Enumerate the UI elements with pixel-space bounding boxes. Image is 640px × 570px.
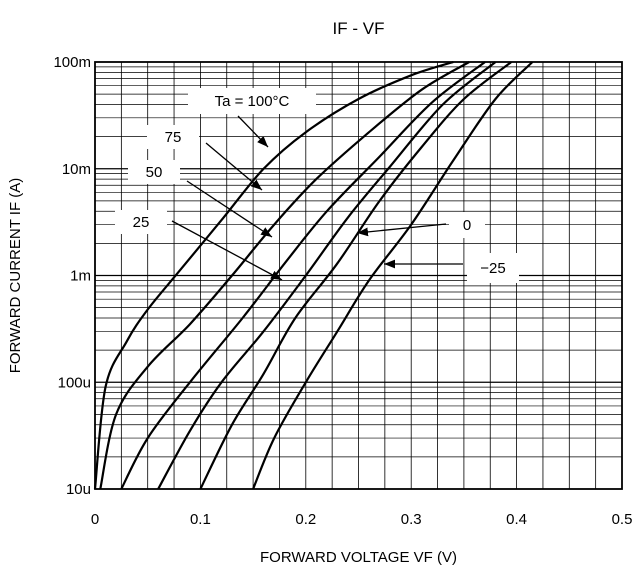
annotation-box bbox=[188, 88, 316, 114]
y-tick-label: 10u bbox=[66, 481, 91, 498]
x-tick-label: 0.3 bbox=[401, 511, 422, 528]
annotation-label: Ta = 100°C bbox=[215, 93, 290, 110]
annotation-box bbox=[449, 212, 485, 238]
x-tick-label: 0.2 bbox=[295, 511, 316, 528]
plot-frame bbox=[94, 61, 623, 490]
annotation-box bbox=[115, 210, 167, 234]
y-tick-label: 100m bbox=[53, 54, 91, 71]
y-tick-label: 1m bbox=[70, 268, 91, 285]
x-tick-label: 0.1 bbox=[190, 511, 211, 528]
annotation-label: 50 bbox=[146, 164, 163, 181]
x-tick-label: 0.4 bbox=[506, 511, 527, 528]
annotation-label: 25 bbox=[133, 214, 150, 231]
series-line-4 bbox=[199, 61, 512, 490]
annotation-arrow bbox=[237, 115, 269, 148]
annotation-label: 75 bbox=[165, 129, 182, 146]
y-axis-label: FORWARD CURRENT IF (A) bbox=[7, 178, 24, 374]
y-tick-label: 100u bbox=[58, 374, 91, 391]
annotation-label: 0 bbox=[463, 217, 471, 234]
annotation-box bbox=[467, 253, 519, 283]
annotation-label: −25 bbox=[480, 260, 505, 277]
series-line-3 bbox=[157, 61, 497, 490]
annotation-arrow bbox=[186, 180, 273, 238]
series-line-2 bbox=[120, 61, 486, 490]
series-line-1 bbox=[99, 61, 470, 490]
annotation-arrow bbox=[171, 220, 283, 281]
x-axis-label: FORWARD VOLTAGE VF (V) bbox=[260, 549, 457, 566]
annotation-box bbox=[128, 160, 180, 184]
x-tick-label: 0 bbox=[91, 511, 99, 528]
annotation-arrow bbox=[205, 142, 263, 191]
y-tick-label: 10m bbox=[62, 161, 91, 178]
x-tick-label: 0.5 bbox=[612, 511, 633, 528]
annotation-arrow bbox=[356, 223, 447, 237]
series-line-5 bbox=[252, 61, 534, 490]
annotation-box bbox=[147, 125, 199, 149]
chart-title: IF - VF bbox=[333, 19, 385, 38]
series-line-0 bbox=[93, 60, 454, 490]
